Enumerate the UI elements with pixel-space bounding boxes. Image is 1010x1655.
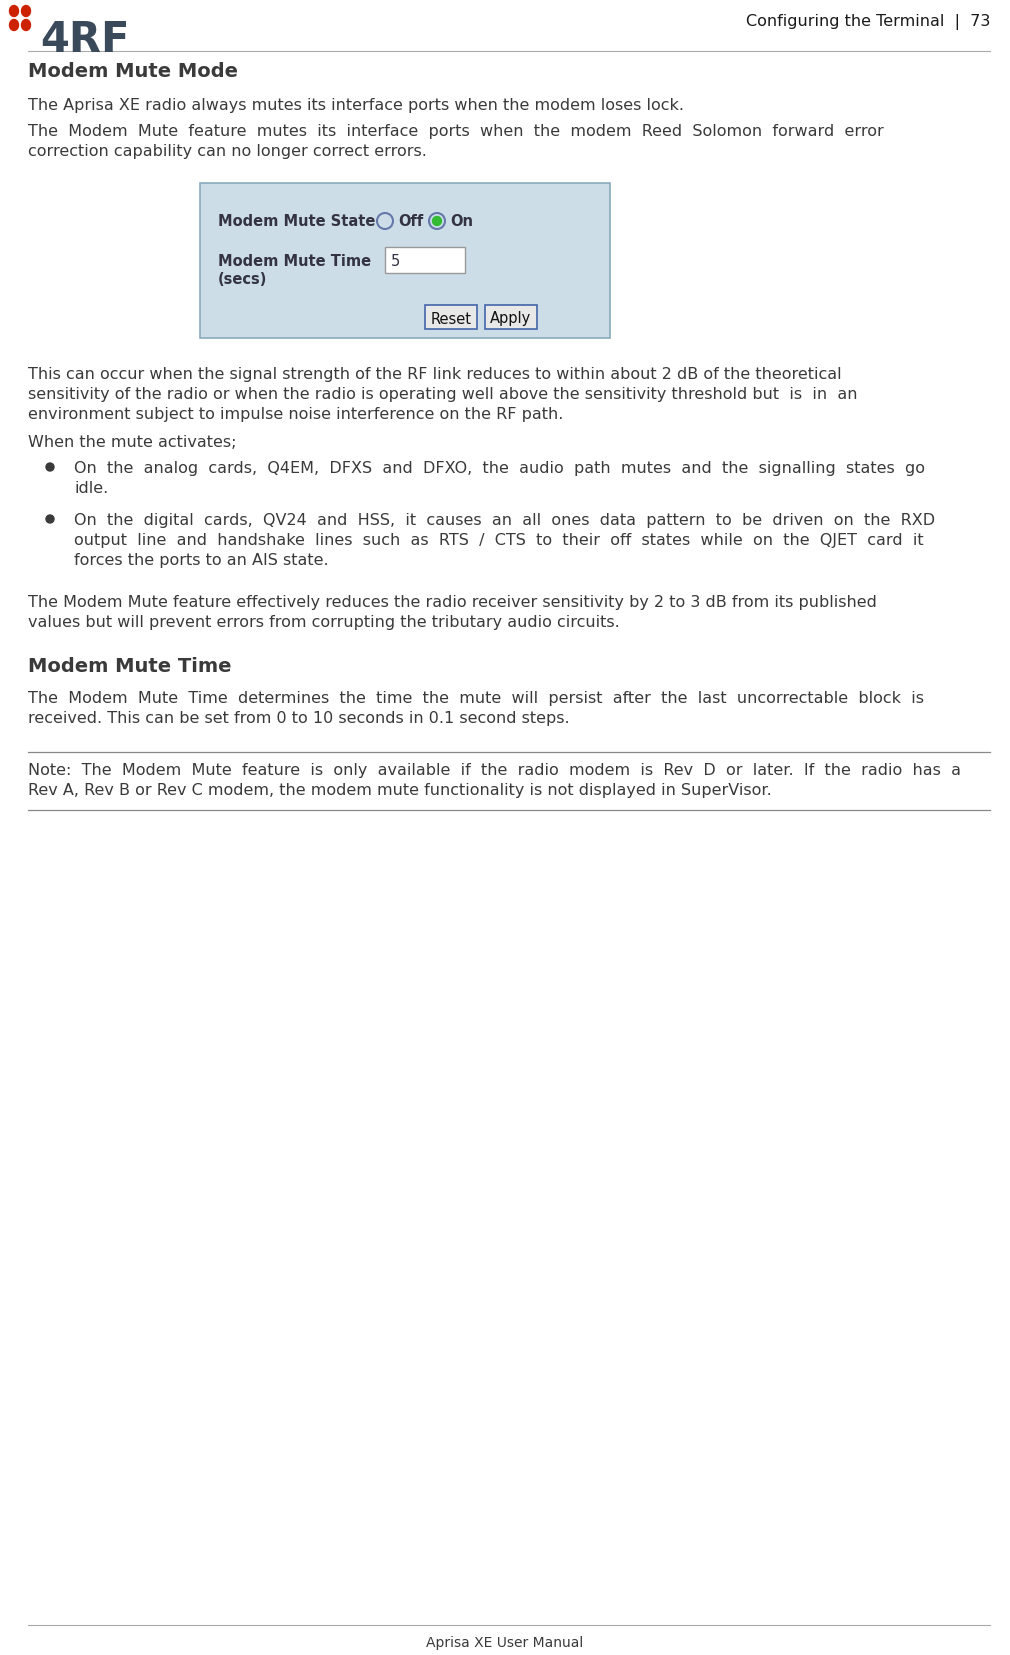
Text: received. This can be set from 0 to 10 seconds in 0.1 second steps.: received. This can be set from 0 to 10 s…: [28, 710, 570, 725]
Text: Note:  The  Modem  Mute  feature  is  only  available  if  the  radio  modem  is: Note: The Modem Mute feature is only ava…: [28, 763, 961, 778]
Text: Reset: Reset: [430, 311, 472, 326]
FancyBboxPatch shape: [200, 184, 610, 339]
FancyBboxPatch shape: [485, 306, 537, 329]
FancyBboxPatch shape: [425, 306, 477, 329]
Text: Aprisa XE User Manual: Aprisa XE User Manual: [426, 1635, 584, 1648]
Text: 5: 5: [391, 255, 400, 270]
Text: Off: Off: [398, 215, 423, 230]
Text: sensitivity of the radio or when the radio is operating well above the sensitivi: sensitivity of the radio or when the rad…: [28, 387, 857, 402]
Circle shape: [432, 217, 441, 227]
Ellipse shape: [9, 20, 18, 31]
Text: 4RF: 4RF: [40, 18, 129, 61]
Text: The  Modem  Mute  feature  mutes  its  interface  ports  when  the  modem  Reed : The Modem Mute feature mutes its interfa…: [28, 124, 884, 139]
Text: Modem Mute Time: Modem Mute Time: [218, 255, 371, 270]
Circle shape: [46, 516, 54, 523]
Text: On  the  digital  cards,  QV24  and  HSS,  it  causes  an  all  ones  data  patt: On the digital cards, QV24 and HSS, it c…: [74, 513, 935, 528]
Text: idle.: idle.: [74, 480, 108, 496]
Text: output  line  and  handshake  lines  such  as  RTS  /  CTS  to  their  off  stat: output line and handshake lines such as …: [74, 533, 923, 548]
Circle shape: [46, 463, 54, 472]
Text: Modem Mute State: Modem Mute State: [218, 215, 376, 230]
Text: Configuring the Terminal  |  73: Configuring the Terminal | 73: [745, 13, 990, 30]
Text: Modem Mute Mode: Modem Mute Mode: [28, 61, 238, 81]
Text: Apply: Apply: [491, 311, 531, 326]
Ellipse shape: [21, 20, 30, 31]
Text: (secs): (secs): [218, 273, 268, 288]
Text: On: On: [450, 215, 473, 230]
Text: The Aprisa XE radio always mutes its interface ports when the modem loses lock.: The Aprisa XE radio always mutes its int…: [28, 98, 684, 113]
Text: The Modem Mute feature effectively reduces the radio receiver sensitivity by 2 t: The Modem Mute feature effectively reduc…: [28, 594, 877, 609]
Text: values but will prevent errors from corrupting the tributary audio circuits.: values but will prevent errors from corr…: [28, 614, 620, 629]
Ellipse shape: [9, 7, 18, 18]
Text: Modem Mute Time: Modem Mute Time: [28, 657, 231, 675]
Text: The  Modem  Mute  Time  determines  the  time  the  mute  will  persist  after  : The Modem Mute Time determines the time …: [28, 690, 924, 705]
Text: When the mute activates;: When the mute activates;: [28, 435, 236, 450]
Text: On  the  analog  cards,  Q4EM,  DFXS  and  DFXO,  the  audio  path  mutes  and  : On the analog cards, Q4EM, DFXS and DFXO…: [74, 460, 925, 475]
Text: forces the ports to an AIS state.: forces the ports to an AIS state.: [74, 553, 328, 568]
Text: This can occur when the signal strength of the RF link reduces to within about 2: This can occur when the signal strength …: [28, 367, 841, 382]
Text: environment subject to impulse noise interference on the RF path.: environment subject to impulse noise int…: [28, 407, 564, 422]
FancyBboxPatch shape: [385, 248, 465, 273]
Ellipse shape: [21, 7, 30, 18]
Text: correction capability can no longer correct errors.: correction capability can no longer corr…: [28, 144, 427, 159]
Text: Rev A, Rev B or Rev C modem, the modem mute functionality is not displayed in Su: Rev A, Rev B or Rev C modem, the modem m…: [28, 783, 772, 798]
